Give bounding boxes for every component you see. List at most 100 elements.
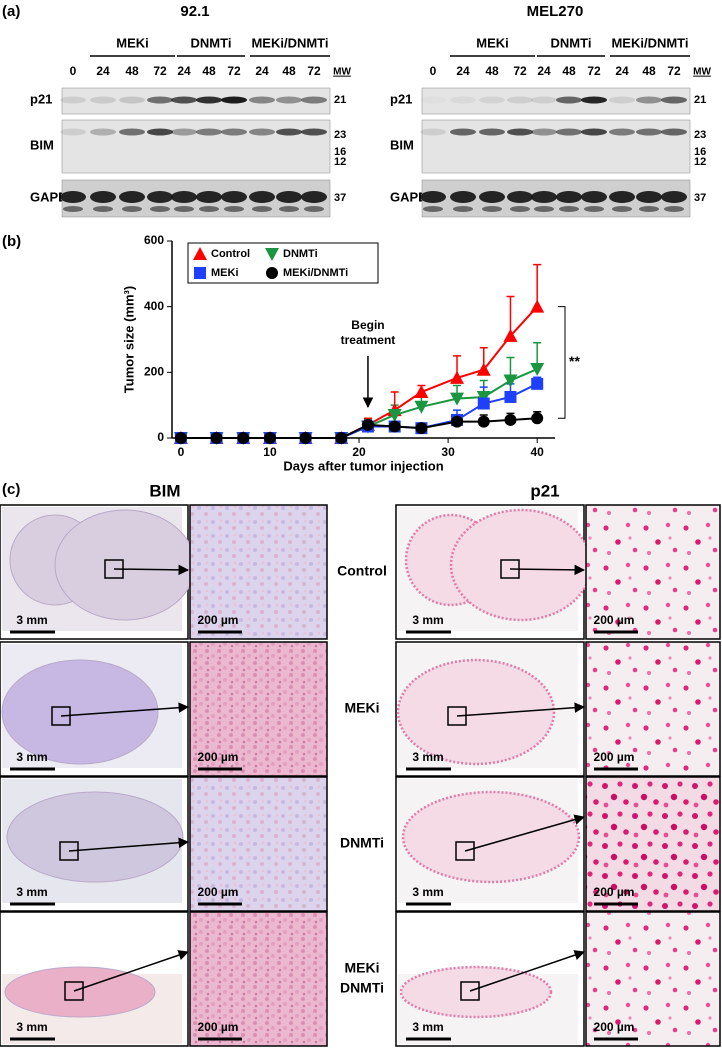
data-point: [266, 267, 278, 279]
mw-label: 12: [334, 156, 346, 168]
blot-band: [301, 191, 327, 203]
zoom-image: [189, 776, 328, 912]
scale-bar-label: 200 µm: [594, 1020, 635, 1034]
row-label: Control: [337, 563, 387, 579]
zoom-arrow: [73, 950, 189, 992]
blot-band: [609, 191, 635, 203]
lane-label: 72: [153, 64, 167, 78]
mw-label: 16: [694, 146, 706, 158]
blot-band: [507, 191, 533, 203]
lane-label: 24: [615, 64, 629, 78]
y-tick-label: 200: [144, 365, 164, 379]
blot-band: [609, 96, 635, 104]
blot-band: [199, 206, 219, 212]
blot-band: [420, 97, 446, 104]
blot-band: [196, 191, 222, 203]
blot-band: [479, 191, 505, 203]
zoom-image: [585, 504, 721, 640]
scale-bar-label: 3 mm: [16, 885, 47, 899]
mw-header: MW: [333, 67, 351, 78]
x-tick-label: 40: [531, 445, 545, 459]
data-point: [503, 328, 518, 342]
lane-label: 72: [227, 64, 241, 78]
x-tick-label: 30: [441, 445, 455, 459]
row-label: MEKi: [345, 700, 380, 716]
x-tick-label: 10: [263, 445, 277, 459]
annotation-text: Begin: [351, 318, 384, 332]
row-label: DNMTi: [340, 980, 384, 996]
legend-label: DNMTi: [283, 248, 318, 260]
group-label: MEKi/DNMTi: [611, 35, 688, 50]
lane-label: 48: [562, 64, 576, 78]
lane-label: 48: [125, 64, 139, 78]
blot-band: [482, 206, 502, 212]
zoom-arrow: [456, 702, 586, 717]
blot-band: [90, 128, 116, 136]
scale-bar-label: 200 µm: [198, 885, 239, 899]
blot-band: [301, 96, 327, 104]
blot-band: [609, 128, 635, 136]
blot-band: [171, 191, 197, 203]
row-label: p21: [30, 91, 52, 106]
y-tick-label: 600: [144, 233, 164, 247]
row-label: DNMTi: [340, 835, 384, 851]
blot-band: [534, 206, 554, 212]
blot-band: [147, 191, 173, 203]
lane-label: 24: [177, 64, 191, 78]
blot-band: [196, 128, 222, 136]
blot-band: [556, 96, 582, 104]
tissue-section: [449, 508, 593, 622]
data-point: [415, 422, 428, 435]
scale-bar-label: 200 µm: [594, 613, 635, 627]
blot-band: [581, 96, 607, 104]
column-header: BIM: [149, 481, 180, 500]
data-point: [263, 432, 276, 444]
lane-label: 24: [96, 64, 110, 78]
data-point: [477, 397, 490, 410]
blot-band: [63, 206, 83, 212]
tissue-section: [399, 965, 553, 1019]
data-point: [388, 420, 401, 433]
scale-bar-label: 200 µm: [198, 750, 239, 764]
error-bar: [533, 263, 542, 307]
row-label: BIM: [390, 137, 414, 152]
mw-label: 23: [694, 129, 706, 141]
zoom-image: [189, 911, 328, 1047]
legend-label: Control: [211, 248, 250, 260]
blot-band: [276, 128, 302, 136]
data-point: [174, 432, 187, 444]
blot-background: [421, 119, 691, 174]
blot-background: [61, 119, 331, 174]
blot-band: [612, 206, 632, 212]
blot-band: [276, 96, 302, 104]
blot-band: [531, 96, 557, 104]
blot-band: [510, 206, 530, 212]
blot-band: [174, 206, 194, 212]
data-point: [476, 390, 491, 404]
significance-label: **: [569, 353, 580, 369]
zoom-arrow: [113, 564, 190, 576]
zoom-arrow: [464, 814, 586, 852]
mw-label: 21: [694, 94, 706, 106]
scale-bar-label: 3 mm: [16, 750, 47, 764]
y-axis-label: Tumor size (mm³): [121, 286, 136, 393]
lane-label: 48: [485, 64, 499, 78]
lane-label: 72: [667, 64, 681, 78]
blot-band: [221, 128, 247, 136]
blot-band: [531, 128, 557, 136]
row-label: MEKi: [345, 960, 380, 976]
blot-band: [196, 96, 222, 104]
data-point: [414, 385, 429, 399]
scale-bar-label: 3 mm: [412, 1020, 443, 1034]
lane-label: 48: [282, 64, 296, 78]
scale-bar-label: 3 mm: [16, 1020, 47, 1034]
tissue-section: [396, 658, 556, 766]
blot-band: [249, 96, 275, 104]
row-label: BIM: [30, 137, 54, 152]
blot-band: [581, 128, 607, 136]
legend-label: MEKi/DNMTi: [283, 267, 348, 279]
blot-band: [556, 128, 582, 136]
data-point: [450, 370, 465, 384]
blot-band: [122, 206, 142, 212]
data-point: [414, 400, 429, 414]
